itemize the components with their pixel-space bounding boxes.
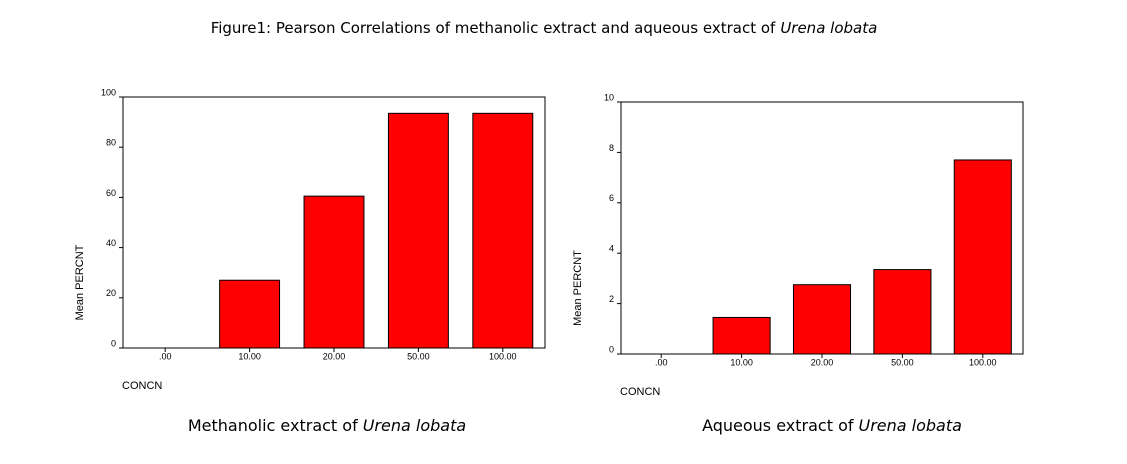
y-axis-label: Mean PERCNT — [572, 250, 584, 326]
y-tick-label: 6 — [609, 193, 614, 203]
x-tick-label: .00 — [159, 351, 172, 361]
x-tick-label: 100.00 — [489, 351, 517, 361]
y-tick-label: 80 — [106, 138, 116, 148]
y-tick-label: 2 — [609, 294, 614, 304]
x-tick-label: 10.00 — [238, 351, 261, 361]
title-species: Urena lobata — [780, 19, 877, 37]
x-tick-label: 10.00 — [730, 357, 753, 367]
caption-species: Urena lobata — [858, 416, 961, 435]
y-axis-label: Mean PERCNT — [74, 244, 86, 320]
title-text: Figure1: Pearson Correlations of methano… — [211, 19, 776, 37]
bar — [873, 269, 932, 355]
x-tick-label: .00 — [655, 357, 668, 367]
bar — [303, 195, 365, 349]
x-tick-label: 50.00 — [407, 351, 430, 361]
y-tick-label: 100 — [101, 87, 116, 97]
bar — [953, 159, 1012, 355]
y-tick-label: 20 — [106, 288, 116, 298]
y-tick-label: 8 — [609, 143, 614, 153]
x-tick-label: 20.00 — [811, 357, 834, 367]
caption: Methanolic extract of Urena lobata — [188, 416, 466, 435]
y-tick-label: 0 — [609, 344, 614, 354]
caption: Aqueous extract of Urena lobata — [702, 416, 962, 435]
x-tick-label: 100.00 — [969, 357, 997, 367]
bar — [472, 112, 534, 349]
x-axis-label: CONCN — [122, 380, 162, 392]
x-axis-label: CONCN — [620, 386, 660, 398]
figure-title: Figure1: Pearson Correlations of methano… — [211, 19, 878, 37]
caption-text: Methanolic extract of — [188, 416, 358, 435]
y-tick-label: 60 — [106, 188, 116, 198]
bar — [712, 316, 771, 355]
caption-species: Urena lobata — [363, 416, 466, 435]
bar — [387, 112, 449, 349]
y-tick-label: 4 — [609, 244, 614, 254]
y-tick-label: 0 — [111, 338, 116, 348]
bar — [219, 279, 281, 349]
x-tick-label: 20.00 — [323, 351, 346, 361]
y-tick-label: 40 — [106, 238, 116, 248]
x-tick-label: 50.00 — [891, 357, 914, 367]
caption-text: Aqueous extract of — [702, 416, 854, 435]
bar — [792, 284, 852, 355]
y-tick-label: 10 — [604, 92, 614, 102]
